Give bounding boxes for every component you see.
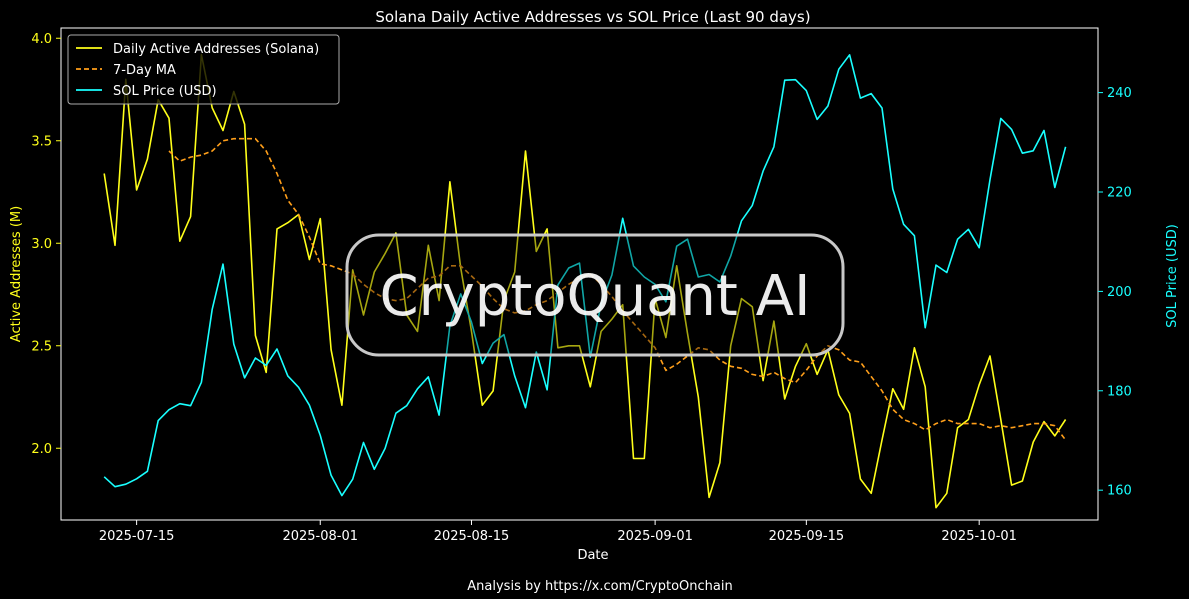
series-sol-price bbox=[103, 54, 1067, 497]
watermark: CryptoQuant AI bbox=[345, 233, 845, 357]
y-left-tick-label: 4.0 bbox=[31, 32, 52, 47]
watermark-text: CryptoQuant AI bbox=[380, 264, 811, 329]
x-axis: 2025-07-15 2025-08-01 2025-08-15 2025-09-01… bbox=[99, 520, 1017, 544]
y-axis-left: 2.0 2.5 3.0 3.5 4.0 bbox=[31, 32, 61, 457]
x-tick-label: 2025-09-01 bbox=[617, 529, 693, 544]
legend-label-ma: 7-Day MA bbox=[113, 63, 176, 78]
x-tick-label: 2025-09-15 bbox=[769, 529, 845, 544]
legend-box bbox=[67, 34, 340, 105]
series-daily-active-addresses bbox=[103, 53, 1067, 509]
footer-credit: Analysis by https://x.com/CryptoOnchain bbox=[467, 579, 732, 594]
x-tick-label: 2025-07-15 bbox=[99, 529, 175, 544]
y-right-tick-label: 160 bbox=[1107, 484, 1132, 499]
legend-label-active: Daily Active Addresses (Solana) bbox=[113, 42, 319, 57]
series-7-day-ma bbox=[168, 137, 1067, 441]
y-axis-left-label: Active Addresses (M) bbox=[9, 206, 24, 342]
y-left-tick-label: 2.0 bbox=[31, 442, 52, 457]
watermark-box bbox=[345, 233, 845, 357]
x-tick-label: 2025-08-01 bbox=[282, 529, 358, 544]
y-right-tick-label: 180 bbox=[1107, 384, 1132, 399]
y-right-tick-label: 220 bbox=[1107, 186, 1132, 201]
y-left-tick-label: 3.5 bbox=[31, 134, 52, 149]
y-right-tick-label: 200 bbox=[1107, 285, 1132, 300]
y-right-tick-label: 240 bbox=[1107, 86, 1132, 101]
y-axis-right: 160 180 200 220 240 bbox=[1098, 86, 1132, 499]
legend: Daily Active Addresses (Solana) 7-Day MA… bbox=[67, 34, 340, 105]
plot-area bbox=[103, 53, 1067, 509]
chart-title: Solana Daily Active Addresses vs SOL Pri… bbox=[375, 8, 810, 26]
x-axis-label: Date bbox=[577, 548, 608, 563]
series-line-7-day-ma bbox=[168, 137, 1067, 441]
series-line-daily-active-addresses bbox=[103, 53, 1067, 509]
x-tick-label: 2025-08-15 bbox=[434, 529, 510, 544]
y-left-tick-label: 2.5 bbox=[31, 339, 52, 354]
y-axis-right-label: SOL Price (USD) bbox=[1165, 224, 1180, 328]
plot-frame bbox=[60, 27, 1099, 521]
x-tick-label: 2025-10-01 bbox=[941, 529, 1017, 544]
y-left-tick-label: 3.0 bbox=[31, 237, 52, 252]
legend-label-price: SOL Price (USD) bbox=[113, 84, 217, 99]
series-line-sol-price bbox=[103, 54, 1067, 497]
